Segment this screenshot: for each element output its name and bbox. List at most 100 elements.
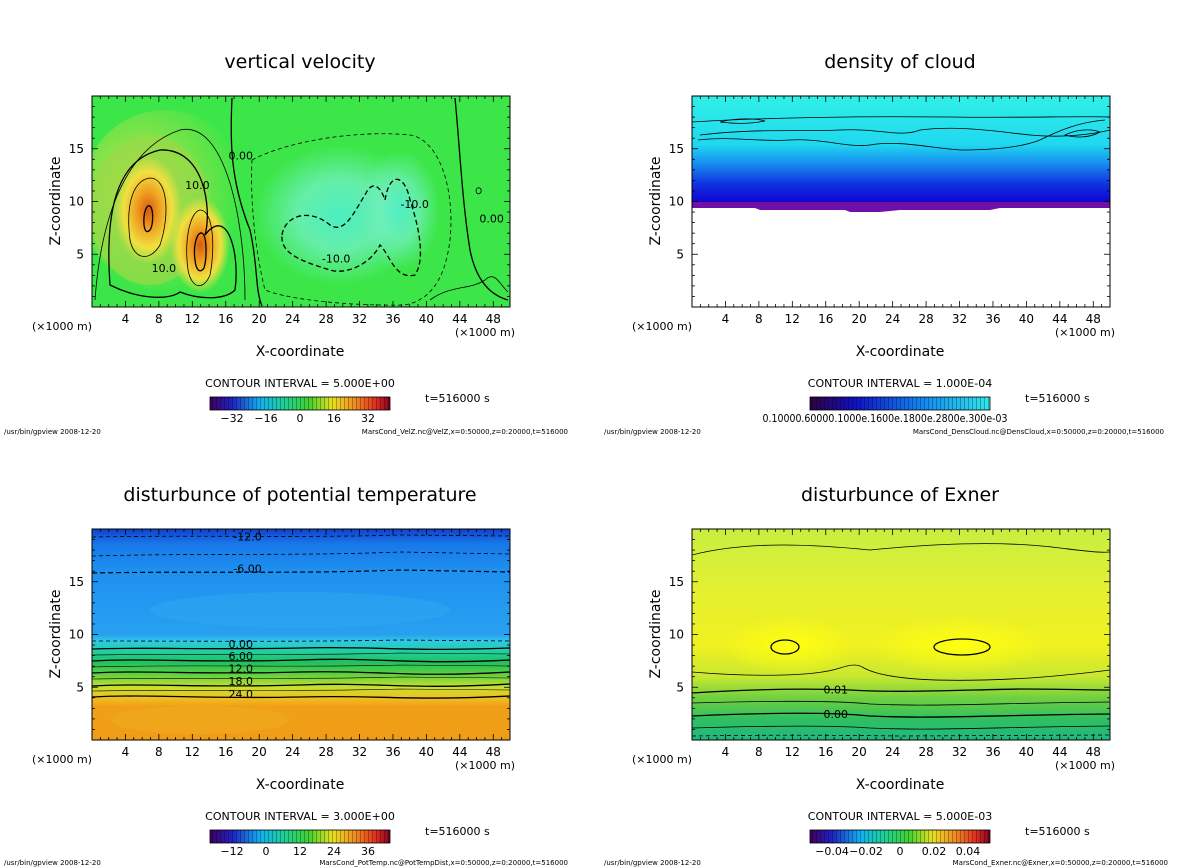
contour-line — [92, 551, 510, 557]
colorbar-velz-frame — [209, 396, 391, 411]
colorbar-tick-label: −16 — [254, 412, 277, 425]
x-tick-label: 32 — [952, 312, 967, 326]
x-tick-label: 24 — [285, 745, 300, 759]
time-stamp-velz: t=516000 s — [425, 392, 490, 405]
contour-line — [108, 149, 237, 299]
x-tick-label: 12 — [185, 312, 200, 326]
footer-right-velz: MarsCond_VelZ.nc@VelZ,x=0:50000,z=0:2000… — [362, 428, 568, 436]
x-tick-label: 16 — [218, 312, 233, 326]
contour-interval-exner: CONTOUR INTERVAL = 5.000E-03 — [808, 810, 992, 823]
x-axis-label-cloud: X-coordinate — [856, 344, 945, 360]
colorbar-tick-label: −0.04 — [815, 845, 849, 858]
contour-line — [454, 97, 509, 301]
x-tick-label: 4 — [122, 745, 130, 759]
contour-line — [251, 133, 452, 306]
colorbar-ticks-ptemp: −12 0 12 24 36 — [220, 845, 375, 858]
y-tick-label: 15 — [669, 575, 684, 589]
y-axis-ptemp: 5 10 15 — [69, 539, 510, 730]
y-tick-label: 5 — [76, 680, 84, 694]
x-axis-velz: 4 8 12 16 20 24 28 32 36 40 44 48 — [99, 96, 503, 326]
x-tick-label: 12 — [185, 745, 200, 759]
colorbar-tick-label: 16 — [327, 412, 341, 425]
time-stamp-cloud: t=516000 s — [1025, 392, 1090, 405]
x-tick-label: 28 — [918, 745, 933, 759]
x-unit-left: (×1000 m) — [632, 320, 692, 333]
x-unit-right: (×1000 m) — [1055, 326, 1115, 339]
contour-label: 18.0 — [229, 675, 254, 688]
x-tick-label: 36 — [985, 745, 1000, 759]
contour-line — [475, 187, 482, 195]
footer-left-exner: /usr/bin/gpview 2008-12-20 — [604, 859, 701, 867]
colorbar-cloud-frame — [809, 396, 991, 411]
contour-line — [92, 688, 510, 692]
colorbar-tick-label: 36 — [361, 845, 375, 858]
x-tick-label: 28 — [318, 745, 333, 759]
x-tick-label: 32 — [952, 745, 967, 759]
contour-labels-exner: 0.01 0.00 — [824, 684, 849, 721]
x-tick-label: 40 — [1019, 312, 1034, 326]
y-axis-label-ptemp: Z-coordinate — [48, 589, 64, 678]
x-tick-label: 4 — [122, 312, 130, 326]
y-tick-label: 5 — [76, 247, 84, 261]
title-ptemp: disturbunce of potential temperature — [123, 484, 476, 506]
footer-right-cloud: MarsCond_DensCloud.nc@DensCloud,x=0:5000… — [913, 428, 1164, 436]
contour-interval-velz: CONTOUR INTERVAL = 5.000E+00 — [205, 377, 395, 390]
x-tick-label: 20 — [252, 745, 267, 759]
x-axis-label-velz: X-coordinate — [256, 344, 345, 360]
contour-line — [92, 695, 510, 699]
x-tick-label: 12 — [785, 745, 800, 759]
contour-line — [692, 700, 1110, 706]
contour-label: 10.0 — [152, 262, 177, 275]
title-exner: disturbunce of Exner — [801, 484, 999, 506]
x-tick-label: 8 — [155, 312, 163, 326]
field-cloud-band — [692, 96, 1110, 204]
footer-left-velz: /usr/bin/gpview 2008-12-20 — [4, 428, 101, 436]
contour-line — [692, 664, 1110, 681]
contour-interval-cloud: CONTOUR INTERVAL = 1.000E-04 — [808, 377, 992, 390]
field-max — [114, 156, 182, 264]
panel-potential-temperature: disturbunce of potential temperature -12… — [4, 484, 568, 867]
colorbar-exner-frame — [809, 829, 991, 844]
field-max — [170, 197, 230, 293]
contour-line — [92, 658, 510, 663]
contour-line — [92, 639, 510, 642]
x-tick-label: 28 — [318, 312, 333, 326]
x-tick-label: 40 — [419, 745, 434, 759]
x-axis-label-exner: X-coordinate — [856, 777, 945, 793]
x-unit-left: (×1000 m) — [32, 320, 92, 333]
x-tick-label: 24 — [885, 312, 900, 326]
x-tick-label: 40 — [419, 312, 434, 326]
contour-line — [193, 232, 207, 272]
footer-left-ptemp: /usr/bin/gpview 2008-12-20 — [4, 859, 101, 867]
x-tick-label: 44 — [452, 745, 467, 759]
colorbar-tick-label: 0 — [263, 845, 270, 858]
colorbar-ticks-velz: −32 −16 0 16 32 — [220, 412, 375, 425]
contour-label: 0.00 — [229, 638, 254, 651]
x-tick-label: 48 — [486, 312, 501, 326]
contour-interval-ptemp: CONTOUR INTERVAL = 3.000E+00 — [205, 810, 395, 823]
y-axis-label-velz: Z-coordinate — [48, 156, 64, 245]
x-tick-label: 8 — [755, 312, 763, 326]
colorbar-ptemp-frame — [209, 829, 391, 844]
contour-line — [92, 652, 510, 656]
y-tick-label: 10 — [669, 628, 684, 642]
contour-line — [94, 128, 246, 301]
contour-label: -10.0 — [322, 253, 350, 266]
colorbar-cloud-bands — [810, 397, 990, 410]
contour-label: -12.0 — [233, 531, 261, 544]
contour-line — [92, 646, 510, 651]
contour-line — [92, 676, 510, 680]
x-axis-cloud: 4 8 12 16 20 24 28 32 36 40 44 48 — [699, 96, 1103, 326]
x-tick-label: 20 — [252, 312, 267, 326]
x-tick-label: 44 — [1052, 312, 1067, 326]
colorbar-ticks-cloud: 0.10000.60000.1000e.1600e.1800e.2800e.30… — [763, 412, 1008, 425]
contour-label: 6.00 — [229, 650, 254, 663]
y-tick-label: 10 — [69, 628, 84, 642]
contour-line — [697, 119, 1106, 151]
field-background — [92, 529, 510, 740]
colorbar-exner-bands — [810, 830, 990, 843]
contour-line — [92, 664, 510, 668]
contour-line — [692, 543, 1110, 556]
x-unit-right: (×1000 m) — [455, 326, 515, 339]
contour-line — [92, 569, 510, 574]
